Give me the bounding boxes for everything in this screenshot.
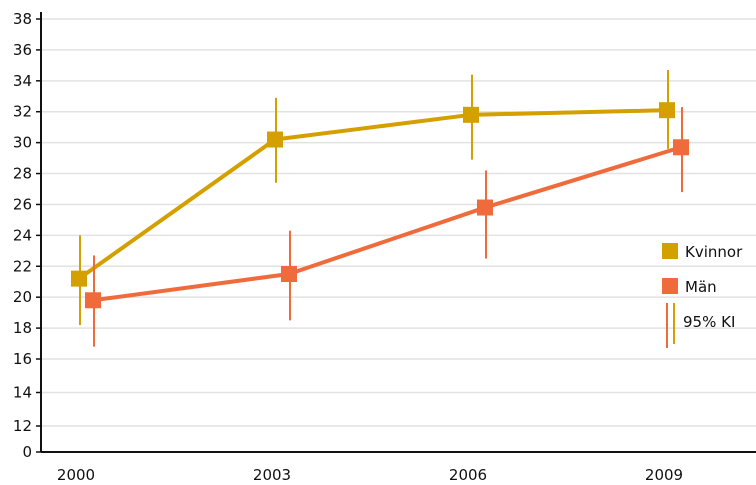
data-point: [659, 102, 675, 119]
x-tick-label: 2006: [449, 466, 487, 484]
data-point: [85, 292, 101, 309]
legend-label-ci: 95% KI: [683, 313, 735, 331]
y-tick-label: 38: [13, 10, 32, 28]
y-tick-label: 24: [13, 226, 32, 244]
legend-label-man: Män: [685, 278, 717, 296]
y-tick-label: 32: [13, 103, 32, 121]
y-tick-label: 12: [13, 417, 32, 435]
data-point: [463, 106, 479, 123]
y-tick-label: 34: [13, 72, 32, 90]
data-point: [71, 270, 87, 287]
legend-label-kvinnor: Kvinnor: [685, 243, 743, 261]
data-point: [673, 139, 689, 156]
series-line: [77, 108, 668, 281]
y-tick-label: 22: [13, 257, 32, 275]
x-axis-ticks: 2000 2003 2006 2009: [57, 466, 683, 484]
y-tick-label: 14: [13, 384, 32, 402]
y-tick-label: 0: [22, 443, 32, 461]
series-layer: [71, 70, 689, 347]
data-point: [281, 266, 297, 282]
y-tick-label: 18: [13, 319, 32, 337]
x-tick-label: 2009: [645, 466, 683, 484]
y-tick-label: 26: [13, 195, 32, 213]
series-line: [92, 145, 682, 303]
x-tick-label: 2000: [57, 466, 95, 484]
legend-swatch-man: [662, 278, 678, 294]
y-tick-label: 20: [13, 288, 32, 306]
grid-lines: [41, 18, 756, 427]
series-kvinnor: [71, 70, 675, 325]
data-point: [477, 199, 493, 216]
legend: Kvinnor Män 95% KI: [662, 243, 743, 348]
data-point: [267, 131, 283, 148]
y-tick-label: 28: [13, 165, 32, 183]
y-axis-ticks: 0 12 14 16 18 20 22 24 26 28 30 32 34 36 38: [13, 10, 41, 461]
series-man: [85, 107, 689, 347]
x-tick-label: 2003: [253, 466, 291, 484]
legend-swatch-kvinnor: [662, 243, 678, 259]
y-tick-label: 30: [13, 134, 32, 152]
y-tick-label: 16: [13, 350, 32, 368]
y-tick-label: 36: [13, 41, 32, 59]
